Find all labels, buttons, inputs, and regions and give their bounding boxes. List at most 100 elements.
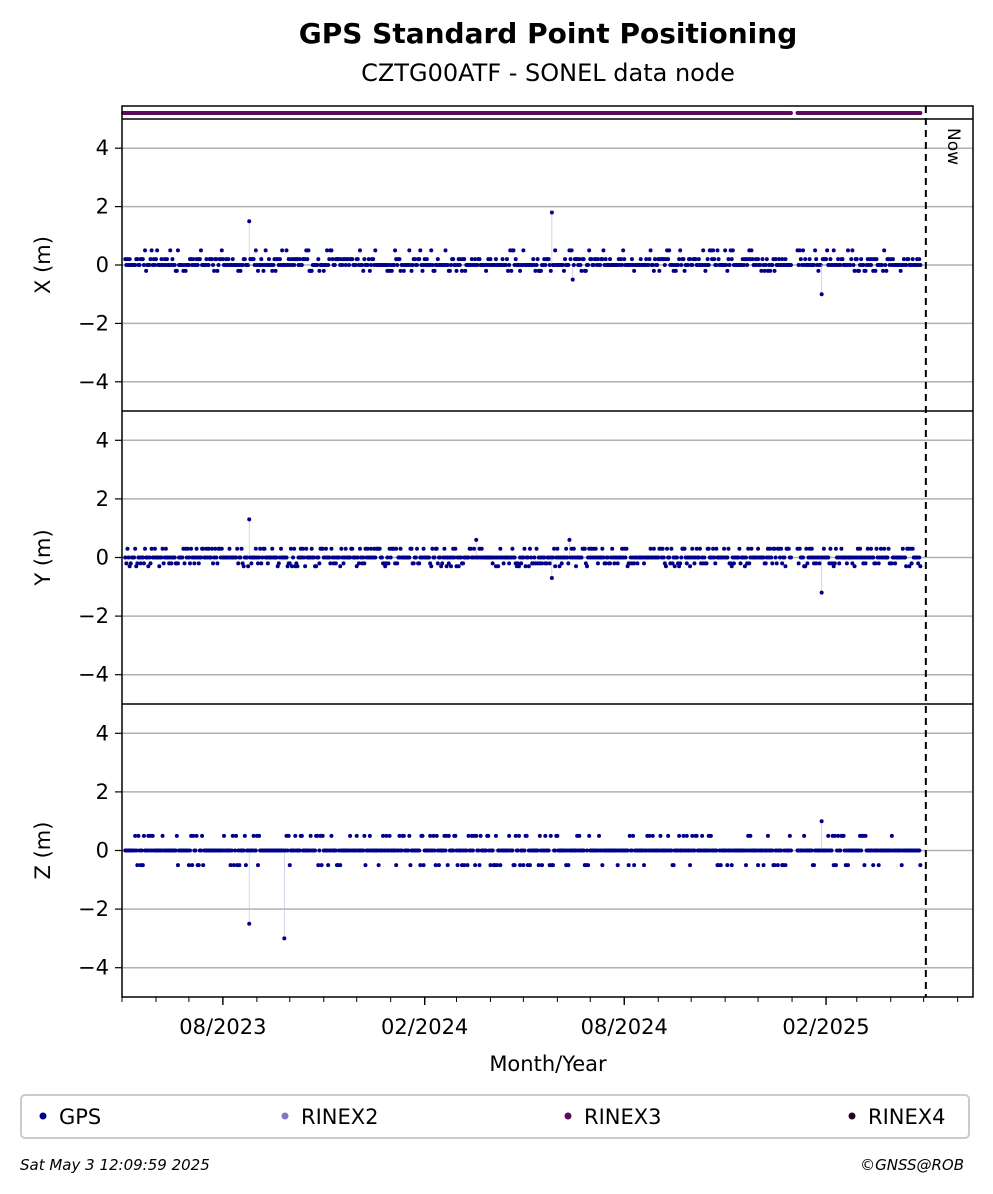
gps-point <box>871 863 876 868</box>
gps-point <box>666 257 671 262</box>
gps-point <box>320 833 325 838</box>
gps-point <box>600 546 605 551</box>
gps-point <box>702 555 707 560</box>
gps-point <box>326 863 331 868</box>
gps-point <box>700 833 705 838</box>
gps-point <box>833 546 838 551</box>
gps-point <box>128 561 133 566</box>
gps-point <box>259 257 264 262</box>
gps-point <box>473 257 478 262</box>
gps-point <box>285 848 290 853</box>
gps-point <box>819 819 824 824</box>
gps-point <box>578 263 583 267</box>
gps-point <box>903 555 908 560</box>
gps-point <box>632 268 637 273</box>
gps-point <box>561 268 566 273</box>
gps-point <box>705 257 710 262</box>
gps-point <box>826 833 831 838</box>
gps-point <box>493 257 498 262</box>
gps-point <box>910 546 915 551</box>
gps-point <box>878 546 883 551</box>
gps-point <box>777 555 782 560</box>
gps-point <box>453 833 458 838</box>
gps-point <box>377 546 382 551</box>
gps-point <box>729 564 734 569</box>
gps-point <box>854 257 859 262</box>
gps-point <box>362 833 367 838</box>
gps-point <box>549 576 554 581</box>
gps-point <box>743 863 748 868</box>
gps-point <box>186 863 191 868</box>
gps-point <box>472 546 477 551</box>
gps-point <box>247 921 252 926</box>
gps-point <box>284 555 289 560</box>
gps-point <box>253 248 258 253</box>
gps-point <box>917 257 922 262</box>
gps-point <box>317 561 322 566</box>
gps-point <box>758 263 763 267</box>
gps-point <box>242 257 247 262</box>
gps-point <box>371 257 376 262</box>
gps-point <box>783 564 788 569</box>
x-panel: 4 2 0 −2 −4 X (m) <box>31 136 973 394</box>
rinex3-availability-strip <box>121 111 923 115</box>
footer-credit: ©GNSS@ROB <box>860 1156 964 1174</box>
gps-point <box>597 833 602 838</box>
gps-point <box>407 248 412 253</box>
gps-point <box>417 561 422 566</box>
gps-point <box>259 561 264 566</box>
gps-point <box>595 561 600 566</box>
gps-point <box>647 833 652 838</box>
gps-point <box>837 561 842 566</box>
gps-point <box>421 546 426 551</box>
gps-point <box>315 833 320 838</box>
gps-point <box>859 848 864 853</box>
gps-point <box>150 833 155 838</box>
gps-point <box>214 257 219 262</box>
gps-point <box>327 555 332 560</box>
gps-point <box>811 263 816 267</box>
gps-point <box>797 546 802 551</box>
y-tick-label: −2 <box>78 311 109 335</box>
gps-point <box>660 546 665 551</box>
gps-point <box>173 848 178 853</box>
gps-point <box>361 848 366 853</box>
gps-point <box>309 268 314 273</box>
gps-point <box>543 263 548 267</box>
gps-point <box>265 561 270 566</box>
gps-point <box>555 546 560 551</box>
gps-point <box>515 848 520 853</box>
gps-point <box>433 863 438 868</box>
gps-point <box>457 263 462 267</box>
gps-point <box>221 833 226 838</box>
gps-point <box>238 555 243 560</box>
gps-point <box>797 248 802 253</box>
gps-point <box>632 863 637 868</box>
gps-point <box>271 263 276 267</box>
legend-marker <box>281 1112 289 1120</box>
gps-point <box>391 263 396 267</box>
legend-marker <box>848 1112 856 1120</box>
gps-point <box>507 263 512 267</box>
gps-point <box>582 546 587 551</box>
gps-point <box>343 263 348 267</box>
gps-point <box>535 257 540 262</box>
gps-point <box>260 555 265 560</box>
gps-point <box>124 561 129 566</box>
gps-point <box>329 248 334 253</box>
gps-point <box>308 833 313 838</box>
gps-point <box>749 248 754 253</box>
y-tick-label: −4 <box>78 956 109 980</box>
gps-point <box>432 268 437 273</box>
gps-point <box>452 555 457 560</box>
gps-point <box>201 546 206 551</box>
gps-point <box>692 848 697 853</box>
gps-point <box>638 257 643 262</box>
gps-point <box>838 848 843 853</box>
gps-point <box>228 863 233 868</box>
gps-point <box>361 555 366 560</box>
gps-point <box>447 268 452 273</box>
gps-point <box>690 833 695 838</box>
gps-point <box>703 268 708 273</box>
gps-point <box>379 555 384 560</box>
